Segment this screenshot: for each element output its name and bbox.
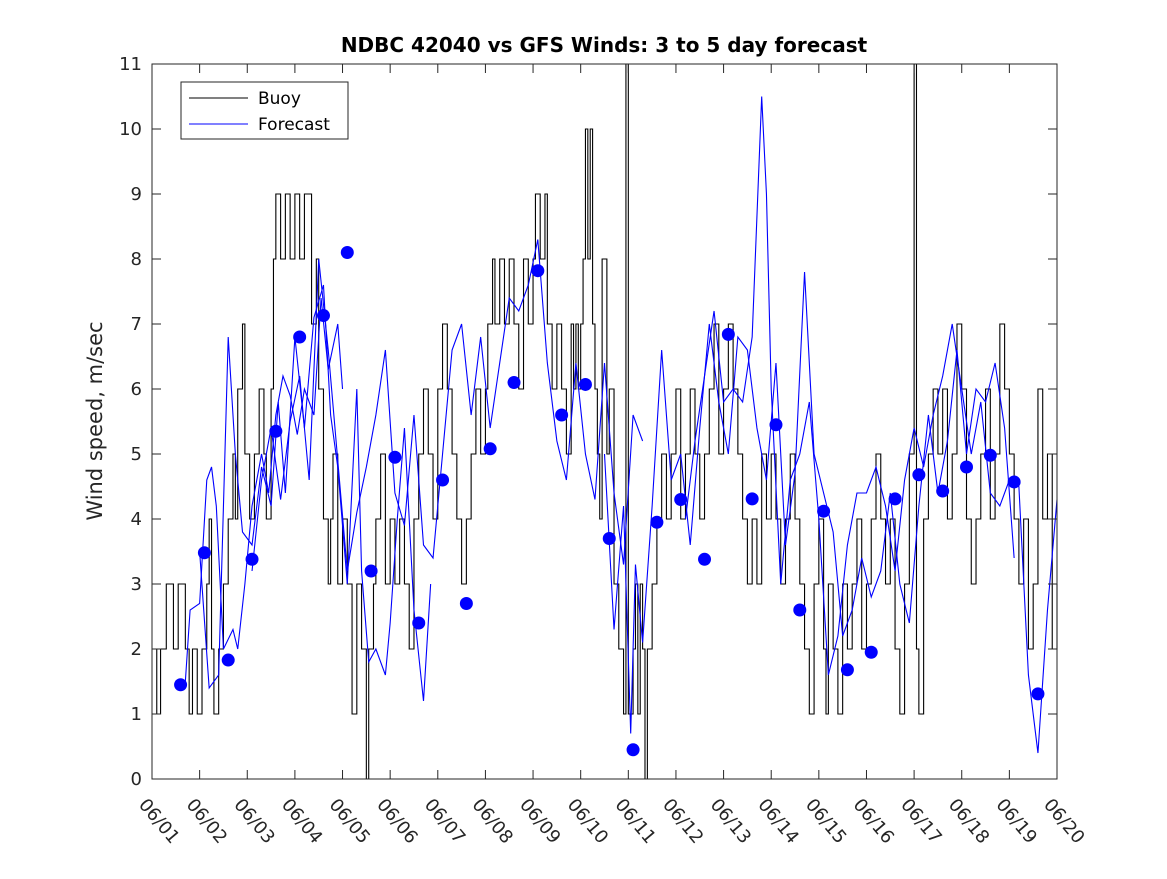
y-tick-label: 6 — [131, 379, 142, 400]
legend-box — [180, 81, 349, 140]
y-tick-label: 3 — [131, 574, 142, 595]
y-axis-ticks: 0 1 2 3 4 5 6 7 8 9 10 11 — [119, 54, 1057, 790]
buoy-line — [152, 63, 1058, 780]
forecast-marker — [960, 460, 973, 474]
forecast-series — [184, 96, 1058, 754]
forecast-marker — [721, 327, 735, 341]
forecast-marker — [674, 493, 688, 506]
legend-forecast-label: Forecast — [258, 115, 330, 135]
y-tick-label: 11 — [119, 54, 142, 75]
forecast-marker — [769, 418, 783, 432]
forecast-marker — [483, 442, 497, 456]
forecast-marker — [197, 546, 211, 560]
forecast-markers — [174, 246, 1045, 757]
y-tick-label: 4 — [131, 509, 142, 530]
forecast-marker — [459, 597, 473, 610]
forecast-marker — [412, 616, 426, 630]
forecast-marker — [745, 492, 759, 506]
y-tick-label: 0 — [131, 769, 142, 790]
forecast-marker — [983, 448, 997, 462]
forecast-marker — [316, 309, 330, 323]
forecast-marker — [555, 408, 569, 422]
forecast-marker — [936, 484, 950, 498]
y-tick-label: 1 — [131, 704, 142, 725]
forecast-marker — [174, 678, 188, 692]
forecast-marker — [602, 532, 616, 545]
y-tick-label: 9 — [131, 184, 142, 205]
forecast-line-1 — [184, 297, 344, 682]
forecast-marker — [626, 743, 640, 757]
forecast-marker — [388, 450, 402, 464]
y-tick-label: 8 — [131, 249, 142, 270]
forecast-line-2 — [199, 284, 432, 702]
forecast-marker — [293, 330, 307, 344]
forecast-marker — [698, 552, 712, 566]
forecast-marker — [578, 377, 592, 391]
y-tick-label: 2 — [131, 639, 142, 660]
forecast-marker — [269, 424, 283, 438]
forecast-marker — [888, 492, 902, 506]
forecast-marker — [817, 504, 831, 518]
forecast-marker — [793, 603, 807, 617]
forecast-marker — [245, 552, 259, 566]
y-tick-label: 7 — [131, 314, 142, 335]
forecast-line-3 — [251, 239, 644, 572]
buoy-series — [152, 63, 1058, 780]
y-tick-label: 5 — [131, 444, 142, 465]
forecast-marker — [436, 473, 450, 487]
legend-buoy-label: Buoy — [258, 89, 301, 109]
forecast-marker — [221, 653, 235, 667]
forecast-marker — [340, 246, 354, 259]
y-axis-label: Wind speed, m/sec — [83, 321, 107, 520]
forecast-marker — [650, 515, 664, 529]
forecast-marker — [531, 264, 545, 278]
y-tick-label: 10 — [119, 119, 142, 140]
forecast-line-5 — [684, 96, 1058, 754]
forecast-marker — [1031, 687, 1045, 701]
forecast-line-4 — [603, 271, 1015, 734]
forecast-marker — [840, 663, 854, 677]
forecast-marker — [507, 376, 521, 389]
forecast-marker — [912, 468, 926, 482]
legend: Buoy Forecast — [180, 81, 349, 140]
plot-area — [152, 64, 1057, 779]
forecast-marker — [1007, 475, 1021, 489]
plot-frame — [151, 63, 1058, 780]
forecast-marker — [864, 645, 878, 659]
chart-title: NDBC 42040 vs GFS Winds: 3 to 5 day fore… — [341, 33, 868, 57]
forecast-marker — [364, 564, 378, 578]
